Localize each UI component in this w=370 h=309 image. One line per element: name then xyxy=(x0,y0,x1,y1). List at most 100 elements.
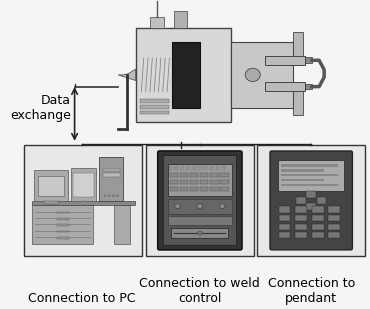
Bar xyxy=(220,187,229,191)
Circle shape xyxy=(216,167,219,169)
Bar xyxy=(200,187,208,191)
Bar xyxy=(210,172,219,177)
Bar xyxy=(136,28,231,122)
Bar xyxy=(190,180,198,184)
Text: Connection to weld
control: Connection to weld control xyxy=(139,277,260,305)
Bar xyxy=(114,205,131,244)
Bar xyxy=(281,184,338,186)
Bar xyxy=(32,201,135,205)
Bar xyxy=(293,91,303,115)
Bar xyxy=(71,168,95,201)
Bar xyxy=(44,201,58,204)
Bar xyxy=(329,215,340,221)
Bar xyxy=(34,170,68,201)
Circle shape xyxy=(219,204,225,209)
Bar xyxy=(180,187,188,191)
Circle shape xyxy=(192,167,195,169)
Bar xyxy=(172,42,201,108)
Bar xyxy=(329,224,340,230)
Bar xyxy=(170,187,178,191)
Text: Connection to PC: Connection to PC xyxy=(28,292,135,305)
Bar xyxy=(220,172,229,177)
Bar xyxy=(168,216,232,225)
Bar xyxy=(200,180,208,184)
Bar xyxy=(306,191,316,197)
Circle shape xyxy=(245,68,260,82)
Bar xyxy=(99,157,123,201)
Bar xyxy=(279,232,290,238)
Bar xyxy=(312,224,324,230)
Circle shape xyxy=(198,167,201,169)
Bar xyxy=(281,164,338,167)
Bar xyxy=(265,56,305,65)
FancyBboxPatch shape xyxy=(270,151,352,250)
Bar xyxy=(170,180,178,184)
Circle shape xyxy=(104,195,106,197)
Bar xyxy=(295,215,307,221)
Bar xyxy=(171,228,228,238)
Bar xyxy=(102,173,120,177)
Circle shape xyxy=(112,195,114,197)
Bar xyxy=(312,232,324,238)
Text: Connection to
pendant: Connection to pendant xyxy=(268,277,355,305)
Bar xyxy=(265,82,305,91)
Bar xyxy=(231,42,293,108)
Bar xyxy=(279,215,290,221)
Bar xyxy=(180,180,188,184)
Bar xyxy=(295,224,307,230)
Bar xyxy=(180,172,188,177)
Circle shape xyxy=(198,231,202,235)
Bar xyxy=(170,172,178,177)
Text: Data
exchange: Data exchange xyxy=(10,94,71,122)
Bar xyxy=(312,206,324,213)
Bar xyxy=(200,172,208,177)
Circle shape xyxy=(204,167,207,169)
Circle shape xyxy=(169,167,172,169)
Bar xyxy=(210,187,219,191)
Bar xyxy=(329,232,340,238)
Bar xyxy=(278,160,344,191)
Bar xyxy=(73,173,94,197)
Circle shape xyxy=(197,204,203,209)
Bar xyxy=(220,180,229,184)
Bar xyxy=(57,231,69,232)
Bar xyxy=(190,172,198,177)
Bar xyxy=(32,205,93,244)
FancyBboxPatch shape xyxy=(163,155,236,245)
Bar xyxy=(312,215,324,221)
Bar xyxy=(210,180,219,184)
Bar xyxy=(140,99,169,103)
Bar xyxy=(257,145,365,256)
Bar xyxy=(296,197,306,204)
Bar xyxy=(293,32,303,56)
Circle shape xyxy=(108,195,110,197)
Bar xyxy=(38,176,64,196)
Bar xyxy=(57,224,69,226)
Bar xyxy=(295,232,307,238)
Bar xyxy=(305,84,312,90)
Bar xyxy=(57,237,69,239)
FancyBboxPatch shape xyxy=(158,151,242,250)
Bar xyxy=(281,179,324,181)
Bar xyxy=(57,212,69,213)
Bar xyxy=(306,203,316,210)
Bar xyxy=(102,169,120,171)
Bar xyxy=(305,57,312,63)
Bar xyxy=(190,187,198,191)
Circle shape xyxy=(175,167,178,169)
Bar xyxy=(317,197,326,204)
Bar xyxy=(281,174,338,176)
Bar xyxy=(174,11,186,28)
Bar xyxy=(57,218,69,220)
Bar xyxy=(140,105,169,109)
Circle shape xyxy=(210,167,213,169)
Circle shape xyxy=(187,167,189,169)
Bar xyxy=(168,199,232,214)
Bar xyxy=(150,17,164,28)
Circle shape xyxy=(117,195,118,197)
Bar xyxy=(168,164,232,196)
Bar xyxy=(279,206,290,213)
Circle shape xyxy=(181,167,184,169)
Bar xyxy=(146,145,254,256)
Bar xyxy=(295,206,307,213)
